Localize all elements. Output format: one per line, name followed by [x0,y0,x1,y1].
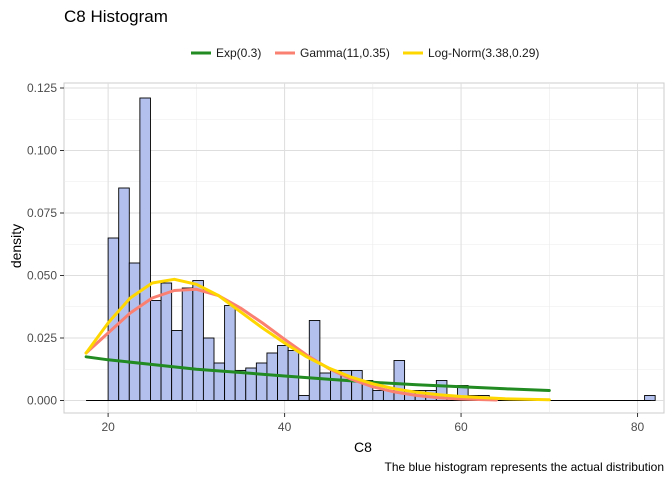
y-tick-label: 0.000 [27,394,57,408]
histogram-bar [372,390,384,401]
x-tick-label: 60 [454,420,468,434]
x-tick-label: 80 [631,420,645,434]
histogram-bar [319,372,331,401]
y-tick-label: 0.100 [27,144,57,158]
series-line-1 [84,355,551,392]
legend-label-3: Log-Norm(3.38,0.29) [428,46,539,60]
y-axis-title: density [8,224,24,268]
x-axis-title: C8 [354,439,372,455]
histogram-bar [139,97,151,401]
y-axis-ticks: 0.000 0.025 0.050 0.075 0.100 0.125 [27,81,64,408]
y-tick-label: 0.125 [27,81,57,95]
histogram-bar [160,282,173,401]
histogram-bar [192,280,204,401]
x-tick-label: 20 [101,420,115,434]
plot-area [63,82,665,414]
y-tick-label: 0.050 [27,269,57,283]
series-line-2 [84,287,498,402]
histogram-bar [255,362,268,401]
density-curves [84,277,551,402]
histogram-bar [277,345,289,401]
series-line-3 [84,277,551,402]
chart-caption: The blue histogram represents the actual… [385,460,665,474]
histogram-bar [181,287,194,401]
y-tick-label: 0.025 [27,331,57,345]
y-tick-label: 0.075 [27,206,57,220]
histogram-bar [150,300,162,401]
x-tick-label: 40 [278,420,292,434]
histogram-bar [234,370,247,401]
legend: Exp(0.3) Gamma(11,0.35) Log-Norm(3.38,0.29… [191,46,539,60]
histogram-bar [351,370,363,401]
histogram-bar [128,262,141,401]
legend-label-1: Exp(0.3) [216,46,261,60]
chart-title: C8 Histogram [64,7,168,26]
histogram-bar [298,395,310,401]
histogram-bar [118,187,130,401]
legend-label-2: Gamma(11,0.35) [300,46,390,60]
histogram-bar [644,395,656,401]
histogram-bar [213,362,226,401]
histogram-bar [224,305,236,401]
x-axis-ticks: 20 40 60 80 [101,413,645,434]
